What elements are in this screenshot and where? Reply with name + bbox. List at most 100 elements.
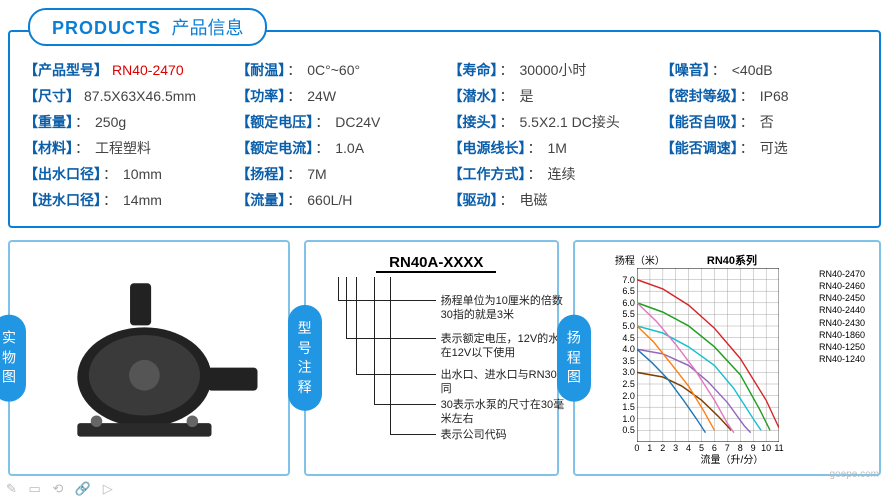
- spec-value: 可选: [760, 140, 788, 156]
- spec-value: 24W: [307, 88, 336, 104]
- model-leader-line: [390, 277, 436, 435]
- spec-row: 【驱动】：电磁: [449, 190, 653, 210]
- ytick: 3.0: [622, 367, 637, 377]
- ytick: 2.5: [622, 379, 637, 389]
- xtick: 11: [774, 442, 783, 453]
- spec-value: RN40-2470: [112, 62, 184, 78]
- spec-col-2: 【耐温】：0C°~60°【功率】：24W【额定电压】：DC24V【额定电流】：1…: [236, 54, 440, 216]
- spec-key: 【驱动】: [449, 192, 498, 208]
- xtick: 2: [660, 442, 665, 453]
- model-panel: 型号注释 RN40A-XXXX 扬程单位为10厘米的倍数30指的就是3米表示额定…: [304, 240, 559, 476]
- spec-key: 【噪音】: [661, 62, 710, 78]
- spec-row: 【尺寸】87.5X63X46.5mm: [24, 86, 228, 106]
- spec-value: 660L/H: [307, 192, 352, 208]
- spec-key: 【电源线长】: [449, 140, 526, 156]
- xtick: 0: [634, 442, 639, 453]
- spec-value: 250g: [95, 114, 126, 130]
- spec-row: 【额定电流】：1.0A: [236, 138, 440, 158]
- spec-row: 【能否自吸】：否: [661, 112, 865, 132]
- spec-key: 【进水口径】: [24, 192, 101, 208]
- model-inner: RN40A-XXXX 扬程单位为10厘米的倍数30指的就是3米表示额定电压，12…: [306, 242, 557, 474]
- chart-tag: 扬程图: [557, 315, 591, 402]
- ytick: 0.5: [622, 425, 637, 435]
- spec-row: 【能否调速】：可选: [661, 138, 865, 158]
- ytick: 1.5: [622, 402, 637, 412]
- spec-value: 否: [760, 114, 774, 130]
- spec-col-1: 【产品型号】RN40-2470【尺寸】87.5X63X46.5mm【重量】：25…: [24, 54, 228, 216]
- model-note: 表示额定电压，12V的水泵在12V以下使用: [441, 333, 571, 361]
- ytick: 4.5: [622, 333, 637, 343]
- spec-value: 87.5X63X46.5mm: [84, 88, 196, 104]
- spec-key: 【额定电压】: [236, 114, 313, 130]
- legend-item: RN40-1240: [819, 353, 865, 365]
- spec-value: 30000小时: [520, 62, 587, 78]
- legend-item: RN40-2440: [819, 304, 865, 316]
- spec-value: 1.0A: [335, 140, 364, 156]
- xtick: 4: [686, 442, 691, 453]
- spec-col-4: 【噪音】：<40dB【密封等级】：IP68【能否自吸】：否【能否调速】：可选: [661, 54, 865, 216]
- model-note: 表示公司代码: [441, 429, 571, 443]
- ytick: 4.0: [622, 344, 637, 354]
- photo-panel: 实物图: [8, 240, 290, 476]
- spec-value: 电磁: [520, 192, 548, 208]
- chart-area: 0.51.01.52.02.53.03.54.04.55.05.56.06.57…: [637, 268, 779, 442]
- spec-row: 【流量】：660L/H: [236, 190, 440, 210]
- model-note: 出水口、进水口与RN30不同: [441, 369, 571, 397]
- legend-item: RN40-1250: [819, 341, 865, 353]
- model-tag: 型号注释: [288, 305, 322, 411]
- chart-inner: 扬程（米） RN40系列 0.51.01.52.02.53.03.54.04.5…: [575, 242, 879, 474]
- spec-row: 【寿命】：30000小时: [449, 60, 653, 80]
- spec-key: 【功率】: [236, 88, 285, 104]
- spec-key: 【材料】: [24, 140, 73, 156]
- spec-row: 【潜水】：是: [449, 86, 653, 106]
- spec-value: 工程塑料: [95, 140, 151, 156]
- spec-row: 【进水口径】：14mm: [24, 190, 228, 210]
- model-note: 30表示水泵的尺寸在30毫米左右: [441, 399, 571, 427]
- spec-key: 【密封等级】: [661, 88, 738, 104]
- ytick: 6.5: [622, 286, 637, 296]
- photo-tag: 实物图: [0, 315, 26, 402]
- spec-key: 【能否调速】: [661, 140, 738, 156]
- spec-value: 7M: [307, 166, 326, 182]
- legend-item: RN40-2430: [819, 317, 865, 329]
- ytick: 6.0: [622, 298, 637, 308]
- legend-item: RN40-2450: [819, 292, 865, 304]
- spec-key: 【扬程】: [236, 166, 285, 182]
- spec-row: 【材料】：工程塑料: [24, 138, 228, 158]
- spec-key: 【潜水】: [449, 88, 498, 104]
- spec-value: 1M: [548, 140, 567, 156]
- spec-col-3: 【寿命】：30000小时【潜水】：是【接头】：5.5X2.1 DC接头【电源线长…: [449, 54, 653, 216]
- chart-wrap: 扬程（米） RN40系列 0.51.01.52.02.53.03.54.04.5…: [595, 250, 869, 466]
- spec-row: 【产品型号】RN40-2470: [24, 60, 228, 80]
- model-note: 扬程单位为10厘米的倍数30指的就是3米: [441, 295, 571, 323]
- spec-value: 5.5X2.1 DC接头: [520, 114, 620, 130]
- model-diagram: 扬程单位为10厘米的倍数30指的就是3米表示额定电压，12V的水泵在12V以下使…: [326, 277, 547, 457]
- xtick: 3: [673, 442, 678, 453]
- ytick: 5.5: [622, 309, 637, 319]
- spec-key: 【工作方式】: [449, 166, 526, 182]
- products-header: PRODUCTS 产品信息: [28, 8, 267, 46]
- spec-key: 【耐温】: [236, 62, 285, 78]
- spec-value: DC24V: [335, 114, 380, 130]
- chart-ylabel: 扬程（米）: [615, 252, 665, 267]
- legend-item: RN40-1860: [819, 329, 865, 341]
- spec-value: 14mm: [123, 192, 162, 208]
- presentation-toolbar[interactable]: ✎ ▭ ⟲ 🔗 ▷: [6, 481, 117, 497]
- spec-row: 【功率】：24W: [236, 86, 440, 106]
- spec-value: 连续: [548, 166, 576, 182]
- spec-key: 【寿命】: [449, 62, 498, 78]
- spec-row: 【密封等级】：IP68: [661, 86, 865, 106]
- spec-value: IP68: [760, 88, 789, 104]
- chart-title: RN40系列: [707, 252, 757, 268]
- spec-key: 【能否自吸】: [661, 114, 738, 130]
- spec-row: 【额定电压】：DC24V: [236, 112, 440, 132]
- spec-key: 【额定电流】: [236, 140, 313, 156]
- spec-value: 10mm: [123, 166, 162, 182]
- spec-row: 【电源线长】：1M: [449, 138, 653, 158]
- header-en: PRODUCTS: [52, 18, 161, 38]
- ytick: 1.0: [622, 414, 637, 424]
- watermark: goepe.com: [830, 469, 879, 480]
- spec-row: 【出水口径】：10mm: [24, 164, 228, 184]
- chart-panel: 扬程图 扬程（米） RN40系列 0.51.01.52.02.53.03.54.…: [573, 240, 881, 476]
- chart-legend: RN40-2470RN40-2460RN40-2450RN40-2440RN40…: [819, 268, 865, 365]
